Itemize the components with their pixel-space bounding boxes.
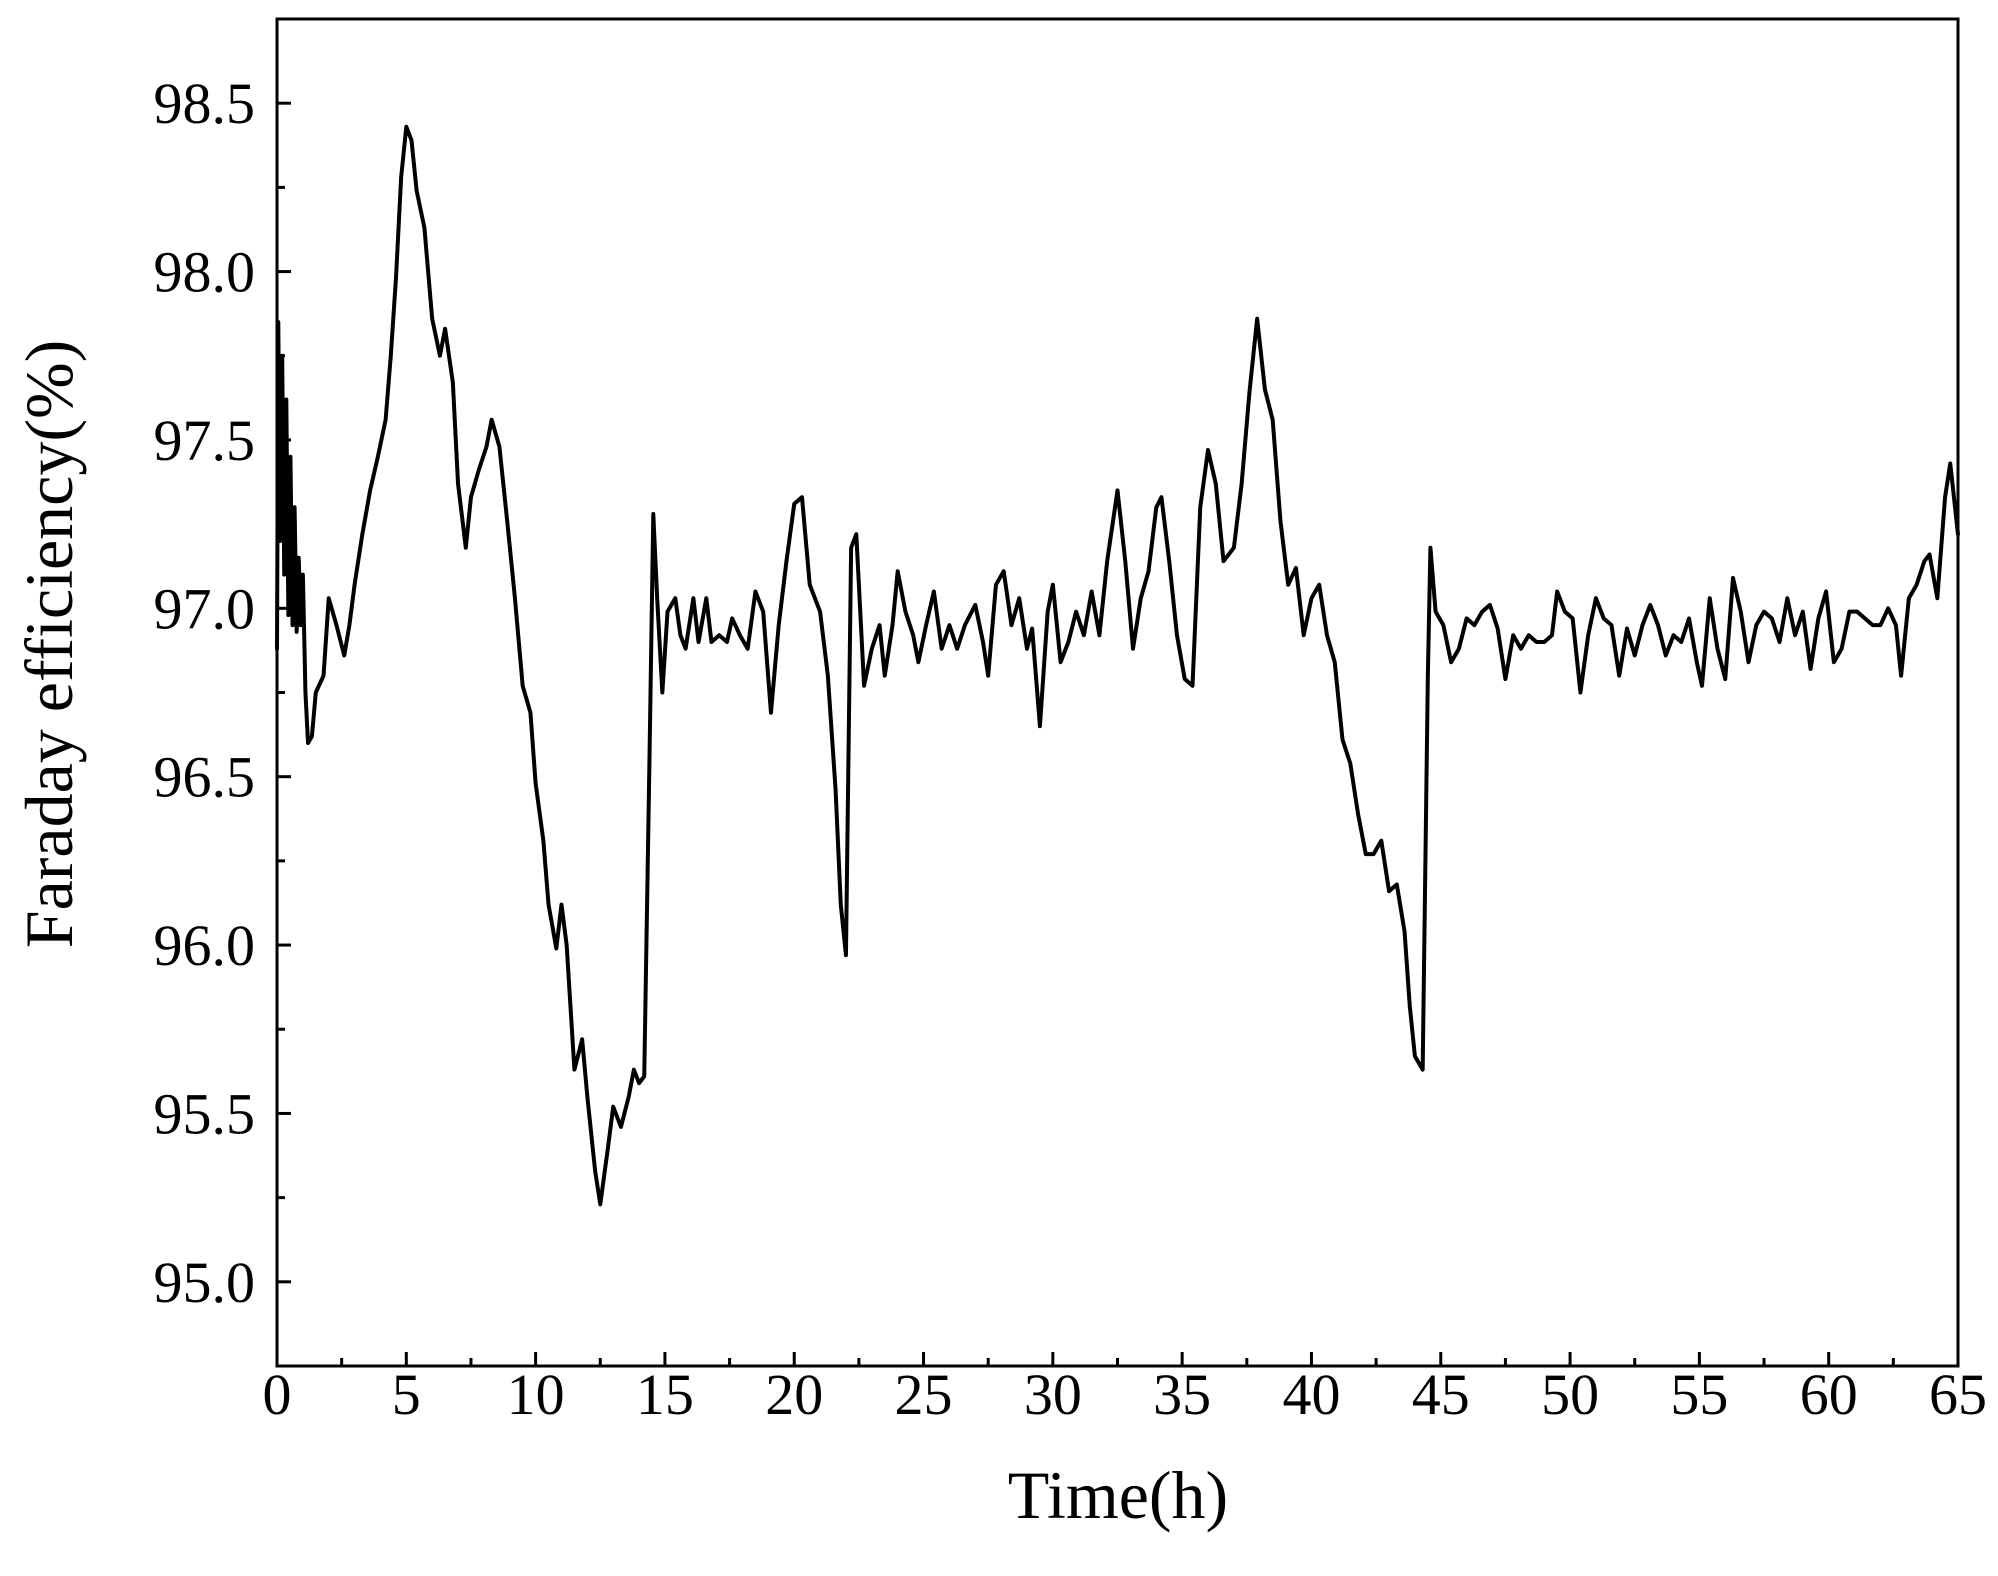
x-axis-label: Time(h) [1008,1457,1228,1533]
series-group [275,124,1960,1207]
x-tick-label: 65 [1929,1362,1987,1427]
x-tick-label: 20 [765,1362,823,1427]
y-tick-label: 97.0 [154,576,256,641]
y-axis-label: Faraday efficiency(%) [11,340,87,949]
y-tick-label: 97.5 [154,408,256,473]
y-tick-label: 95.0 [154,1250,256,1315]
y-tick-label: 98.0 [154,240,256,305]
y-tick-label: 95.5 [154,1081,256,1146]
plot-frame [275,17,1960,1368]
series-line [275,124,1960,1207]
x-tick-label: 10 [507,1362,565,1427]
x-tick-label: 30 [1024,1362,1082,1427]
axis-tick-labels: 0 5 10 15 20 25 30 35 40 45 50 55 60 65 95.0 95.5 96.0 96… [154,71,1988,1427]
x-tick-label: 60 [1800,1362,1858,1427]
axis-ticks [275,101,1960,1366]
y-tick-label: 96.5 [154,745,256,810]
x-tick-label: 40 [1282,1362,1340,1427]
x-tick-label: 50 [1541,1362,1599,1427]
x-tick-label: 5 [392,1362,421,1427]
x-tick-label: 0 [263,1362,292,1427]
y-tick-label: 98.5 [154,71,256,136]
y-tick-label: 96.0 [154,913,256,978]
x-tick-label: 45 [1412,1362,1470,1427]
x-tick-label: 55 [1670,1362,1728,1427]
x-tick-label: 15 [636,1362,694,1427]
x-tick-label: 35 [1153,1362,1211,1427]
x-tick-label: 25 [895,1362,953,1427]
